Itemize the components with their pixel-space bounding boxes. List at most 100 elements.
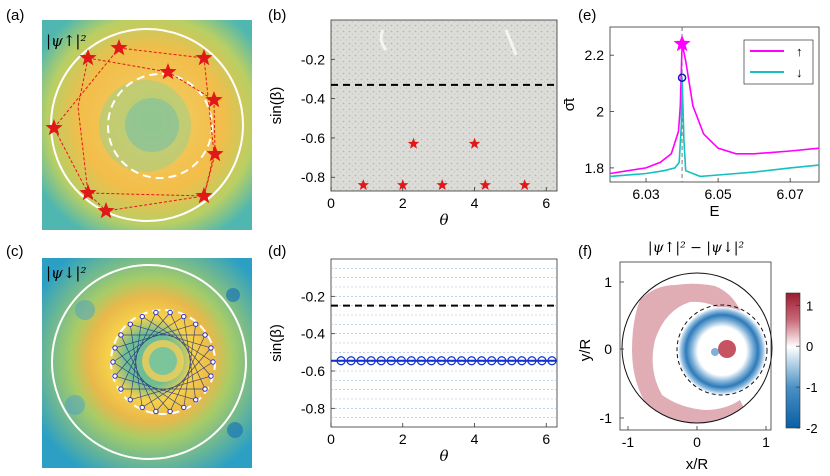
x-tick-label: 6.07 (777, 186, 804, 202)
orbit-vertex (110, 359, 116, 365)
orbit-vertex (210, 359, 216, 365)
billiard-boundary (51, 264, 247, 460)
star-marker (110, 39, 128, 56)
star-marker (79, 49, 97, 66)
orbit-point (386, 356, 396, 366)
panel-label-c: (c) (6, 243, 24, 260)
star-point (407, 137, 420, 149)
y-axis-label: y/R (577, 339, 594, 362)
legend-up: ↑ (796, 44, 803, 59)
x-tick-label: 1 (762, 434, 770, 450)
colorbar-tick-label: -1 (806, 380, 818, 395)
orbit-vertex (208, 345, 214, 351)
y-tick-label: -0.8 (301, 169, 325, 185)
stars-b (331, 83, 557, 190)
orbit-vertex (167, 309, 173, 316)
orbit-vertex (112, 345, 118, 351)
panel-label-a: (a) (6, 7, 24, 24)
orbit-point (487, 356, 497, 366)
x-tick-label: 6.03 (632, 186, 659, 202)
x-axis-label: x/R (686, 456, 709, 473)
panel-f-title: |ψ↑|² − |ψ↓|² (648, 240, 745, 256)
orbit-point (346, 356, 356, 366)
orbit-vertex (193, 397, 199, 403)
y-tick-label: -0.6 (301, 130, 325, 146)
y-axis-label: σ̄t (561, 97, 578, 111)
series-line (609, 77, 820, 178)
orbit-point (426, 356, 437, 366)
y-tick-label: -0.2 (301, 288, 325, 304)
panel-b: 0 2 4 6 -0.2 -0.4 -0.6 -0.8 θ sin(β) (268, 19, 558, 229)
star-point (397, 179, 409, 190)
x-tick-label: 6.05 (704, 186, 731, 202)
y-tick-label: -0.2 (301, 51, 325, 67)
star-point (519, 179, 531, 190)
panel-d: 0 2 4 6 -0.2 -0.4 -0.6 -0.8 θ sin(β) (268, 258, 558, 465)
star-point (436, 179, 448, 190)
star-point (468, 137, 481, 149)
orbit-point (356, 356, 366, 366)
y-tick-label: 1 (604, 274, 612, 290)
x-tick-label: 0 (327, 195, 335, 211)
x-tick-label: 2 (399, 195, 407, 211)
orbit-vertex (127, 397, 133, 403)
x-axis-label: E (709, 203, 719, 220)
panel-label-e: (e) (578, 7, 596, 24)
colorbar (785, 292, 801, 429)
star-point (357, 179, 369, 190)
orbit-vertex (202, 386, 208, 392)
orbit-point (436, 356, 447, 366)
star-marker (159, 63, 177, 80)
orbit-vertex (118, 386, 124, 392)
orbit-vertex (153, 309, 159, 316)
orbit-vertex (193, 321, 199, 327)
y-axis-label: sin(β) (268, 324, 285, 362)
orbit-point (336, 356, 346, 366)
orbit-vertex (181, 404, 187, 411)
orbit-vertex (139, 404, 145, 411)
series-line (609, 43, 820, 175)
star-marker (673, 34, 691, 52)
orbit-point (497, 356, 507, 366)
star-marker (206, 145, 224, 162)
orbit-point (416, 356, 426, 366)
orbit-point (507, 356, 517, 366)
y-tick-label: -1 (600, 410, 613, 426)
orbit-point (547, 356, 557, 366)
panel-a-map: |ψ↑|² (42, 20, 252, 230)
orbit-chords (112, 312, 214, 412)
x-tick-label: 4 (471, 431, 479, 447)
star-marker (205, 91, 223, 108)
orbit-point (537, 356, 547, 366)
orbit-paths (110, 309, 216, 415)
orbit-vertex (127, 321, 133, 327)
orbit-point (477, 356, 487, 366)
orbit-vertex (118, 332, 124, 338)
x-tick-label: 6 (542, 195, 550, 211)
orbit-points-d (331, 304, 557, 366)
orbit-point (366, 356, 376, 366)
star-marker (79, 184, 97, 201)
orbit-vertex (202, 332, 208, 338)
legend-down: ↓ (796, 65, 803, 80)
circle-marker (677, 73, 687, 82)
y-tick-label: -0.4 (301, 326, 325, 342)
legend-e: ↑ ↓ (743, 39, 814, 85)
colorbar-tick-label: -2 (806, 421, 818, 436)
colorbar-tick-label: 0 (806, 339, 813, 354)
star-marker (45, 119, 63, 136)
inner-boundary (107, 73, 213, 179)
y-tick-label: 1.8 (585, 160, 605, 176)
y-axis-label: sin(β) (268, 87, 285, 125)
y-tick-label: -0.4 (301, 91, 325, 107)
x-tick-label: 6 (542, 431, 550, 447)
orbit-vertex (112, 373, 118, 379)
panel-label-d: (d) (268, 243, 286, 260)
star-point (479, 179, 491, 190)
orbit-vertex (139, 313, 145, 320)
x-tick-label: 0 (327, 431, 335, 447)
orbit-point (517, 356, 527, 366)
orbit-point (406, 356, 416, 366)
